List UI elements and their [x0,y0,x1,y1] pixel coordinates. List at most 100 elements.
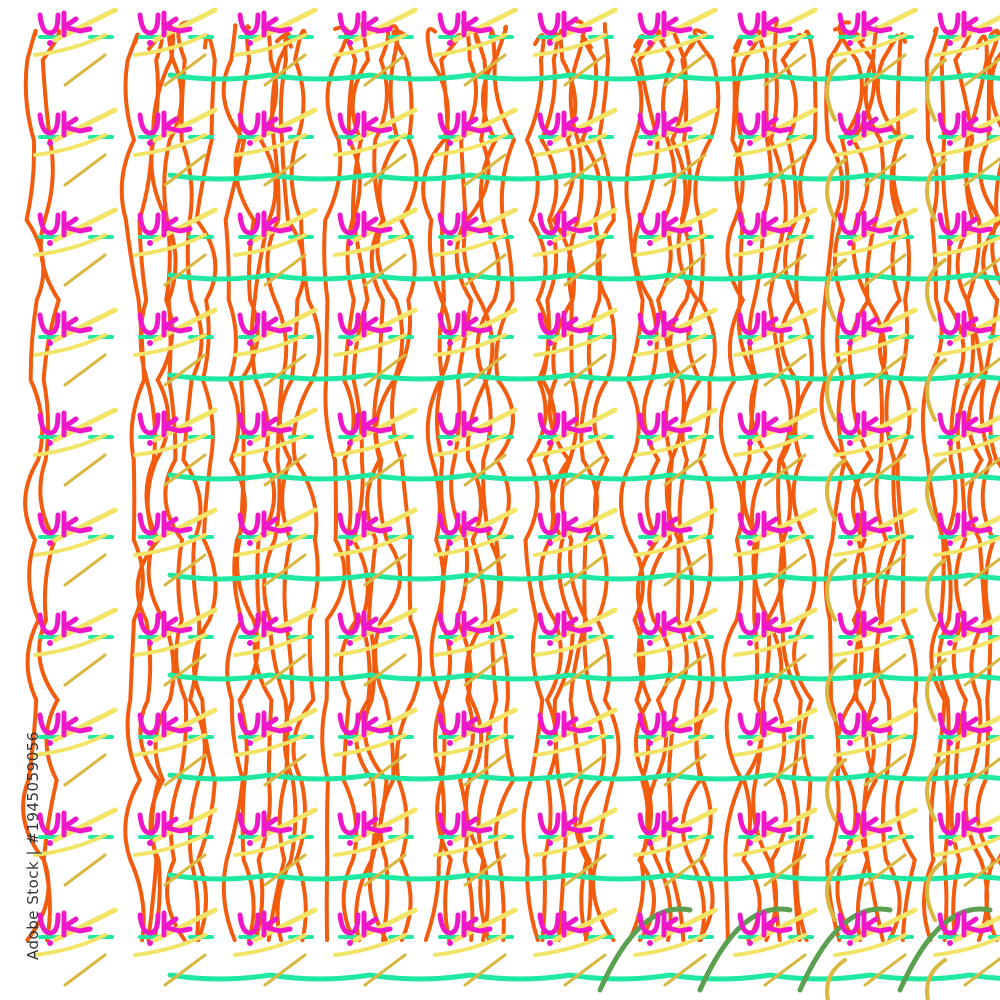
magenta-glyph [437,810,493,838]
magenta-glyph [237,810,293,838]
yellow-stroke [733,333,807,357]
magenta-glyph [537,810,593,838]
magenta-glyph [737,510,793,538]
yellow-stroke [633,233,707,257]
yellow-stroke [952,214,1000,243]
orange-stroke [891,32,919,942]
magenta-dot [347,240,353,246]
yellow-stroke [633,833,707,857]
magenta-dot [947,540,953,546]
magenta-glyph [437,710,493,738]
magenta-dot [947,440,953,446]
yellow-stroke [233,133,307,157]
yellow-stroke [63,353,107,387]
yellow-stroke [533,33,607,57]
yellow-stroke [863,353,907,387]
gold-loop [925,758,947,822]
yellow-stroke [433,33,507,57]
magenta-dot [147,240,153,246]
magenta-dot [447,240,453,246]
yellow-stroke [333,833,407,857]
yellow-stroke [763,553,807,587]
yellow-stroke [152,507,218,543]
magenta-glyph [637,610,693,638]
gold-loop [825,158,847,222]
yellow-stroke [463,653,507,687]
yellow-stroke [533,733,607,757]
magenta-glyph [937,710,993,738]
yellow-stroke [33,233,107,257]
yellow-stroke [652,307,718,343]
orange-stroke [747,34,779,942]
yellow-stroke [552,107,618,143]
yellow-stroke [652,7,718,43]
yellow-stroke [852,907,918,943]
magenta-glyph [337,510,393,538]
orange-stroke [249,23,279,942]
yellow-stroke [633,333,707,357]
magenta-dot [447,340,453,346]
orange-stroke [538,31,563,942]
magenta-glyph [137,710,193,738]
yellow-stroke [33,933,107,957]
yellow-stroke [433,733,507,757]
magenta-dot [347,140,353,146]
yellow-stroke [63,153,107,187]
yellow-stroke [752,607,818,643]
yellow-stroke [233,633,307,657]
magenta-dot [747,240,753,246]
magenta-dot [147,940,153,946]
yellow-stroke [952,814,1000,843]
yellow-stroke [663,53,707,87]
yellow-stroke [933,235,1000,257]
yellow-stroke [452,507,518,543]
magenta-dot [247,440,253,446]
yellow-stroke [833,833,907,857]
magenta-glyph [37,510,93,538]
yellow-stroke [452,307,518,343]
yellow-stroke [333,33,407,57]
magenta-dot [447,440,453,446]
yellow-stroke [463,153,507,187]
magenta-glyph [337,610,393,638]
magenta-glyph [537,410,593,438]
yellow-stroke [152,607,218,643]
gold-loop [825,858,847,922]
yellow-stroke [652,707,718,743]
magenta-glyph [237,310,293,338]
yellow-stroke [33,833,107,857]
magenta-glyph [737,210,793,238]
yellow-stroke [552,7,618,43]
yellow-stroke [252,407,318,443]
magenta-dot [647,740,653,746]
yellow-stroke [933,135,1000,157]
magenta-dot [947,40,953,46]
magenta-glyph [637,410,693,438]
magenta-dot [247,140,253,146]
green-wave [167,272,1000,282]
magenta-dot [147,640,153,646]
yellow-stroke [752,707,818,743]
magenta-glyph [837,510,893,538]
magenta-dot [147,40,153,46]
yellow-stroke [533,433,607,457]
magenta-glyph [337,110,393,138]
yellow-stroke [733,533,807,557]
yellow-stroke [663,853,707,887]
yellow-stroke [652,107,718,143]
magenta-dot [747,340,753,346]
yellow-stroke [952,614,1000,643]
yellow-stroke [263,953,307,987]
magenta-glyph [137,10,193,38]
yellow-stroke [863,853,907,887]
yellow-stroke [252,907,318,943]
green-wave [167,972,1000,982]
yellow-stroke [33,533,107,557]
green-wave [167,72,1000,82]
magenta-glyph [637,110,693,138]
yellow-stroke [152,307,218,343]
yellow-stroke [863,653,907,687]
magenta-dot [747,140,753,146]
yellow-stroke [552,607,618,643]
yellow-stroke [563,753,607,787]
